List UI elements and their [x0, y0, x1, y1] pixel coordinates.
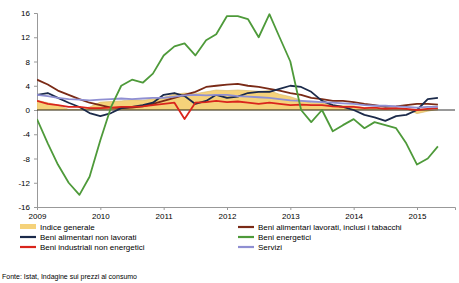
series-line — [37, 95, 438, 108]
series-line — [37, 14, 438, 195]
series-line — [37, 80, 438, 108]
x-tick-mark — [37, 207, 38, 210]
y-tick: 4 — [26, 82, 37, 91]
x-tick: 2012 — [219, 207, 237, 221]
x-tick-label: 2015 — [409, 212, 427, 221]
legend-swatch — [238, 226, 254, 228]
legend: Indice generale Beni alimentari lavorati,… — [20, 223, 402, 252]
y-tick-label: 4 — [26, 82, 31, 91]
x-tick: 2010 — [92, 207, 110, 221]
x-tick-label: 2011 — [156, 212, 174, 221]
legend-label: Indice generale — [40, 223, 95, 232]
y-tick: 0 — [26, 106, 37, 115]
y-tick-mark — [34, 134, 37, 135]
x-tick-label: 2010 — [92, 212, 110, 221]
x-tick-label: 2009 — [29, 212, 47, 221]
y-tick-mark — [34, 110, 37, 111]
x-tick-mark — [290, 207, 291, 210]
legend-label: Beni industriali non energetici — [40, 243, 145, 252]
legend-swatch — [238, 236, 254, 238]
legend-swatch — [20, 236, 36, 238]
y-tick: 16 — [21, 9, 37, 18]
legend-label: Beni energetici — [258, 233, 311, 242]
zero-line — [37, 110, 455, 111]
legend-item: Beni alimentari non lavorati — [20, 233, 137, 242]
legend-label: Beni alimentari lavorati, inclusi i taba… — [258, 223, 402, 232]
x-axis: 2009 2010 2011 2012 2013 2014 2015 — [29, 207, 456, 221]
y-tick: 12 — [21, 33, 37, 42]
y-tick-label: 16 — [21, 9, 30, 18]
x-tick-mark — [417, 207, 418, 210]
x-tick-mark — [227, 207, 228, 210]
y-tick-label: 8 — [26, 58, 31, 67]
y-tick: 8 — [26, 58, 37, 67]
x-tick-label: 2014 — [345, 212, 363, 221]
x-axis-line — [38, 208, 456, 211]
y-tick-label: -8 — [23, 155, 31, 164]
x-tick-mark — [354, 207, 355, 210]
x-tick-mark — [164, 207, 165, 210]
y-tick-mark — [34, 183, 37, 184]
x-tick: 2015 — [409, 207, 427, 221]
y-axis-line — [34, 14, 38, 208]
source-note: Fonte: Istat, Indagine sui prezzi al con… — [2, 273, 137, 281]
y-tick: -12 — [18, 179, 37, 188]
legend-swatch — [20, 224, 36, 229]
y-tick-mark — [34, 13, 37, 14]
y-tick-mark — [34, 207, 37, 208]
y-tick-label: 0 — [26, 106, 31, 115]
series-line — [37, 86, 438, 121]
series-line — [37, 101, 438, 119]
y-tick-label: -12 — [18, 179, 30, 188]
x-tick: 2013 — [282, 207, 300, 221]
x-tick-mark — [100, 207, 101, 210]
x-tick-label: 2012 — [219, 212, 237, 221]
y-tick: -8 — [23, 155, 37, 164]
x-tick-label: 2013 — [282, 212, 300, 221]
y-tick-mark — [34, 37, 37, 38]
x-tick: 2014 — [345, 207, 363, 221]
chart: -16-12-8-4048121620092010201120122013201… — [0, 0, 459, 283]
legend-swatch — [20, 246, 36, 248]
x-tick: 2011 — [156, 207, 174, 221]
legend-item: Indice generale — [20, 223, 95, 232]
y-axis: -16-12-8-40481216 — [18, 9, 37, 212]
y-tick-mark — [34, 159, 37, 160]
y-tick-mark — [34, 86, 37, 87]
legend-label: Beni alimentari non lavorati — [40, 233, 137, 242]
y-tick-label: -4 — [23, 130, 31, 139]
legend-label: Servizi — [258, 243, 282, 252]
y-tick: -4 — [23, 130, 37, 139]
legend-item: Servizi — [238, 243, 282, 252]
legend-item: Beni industriali non energetici — [20, 243, 145, 252]
y-tick-mark — [34, 62, 37, 63]
legend-item: Beni energetici — [238, 233, 311, 242]
legend-swatch — [238, 246, 254, 248]
plot-area — [37, 14, 455, 195]
legend-item: Beni alimentari lavorati, inclusi i taba… — [238, 223, 402, 232]
x-tick: 2009 — [29, 207, 47, 221]
y-tick-label: 12 — [21, 33, 30, 42]
